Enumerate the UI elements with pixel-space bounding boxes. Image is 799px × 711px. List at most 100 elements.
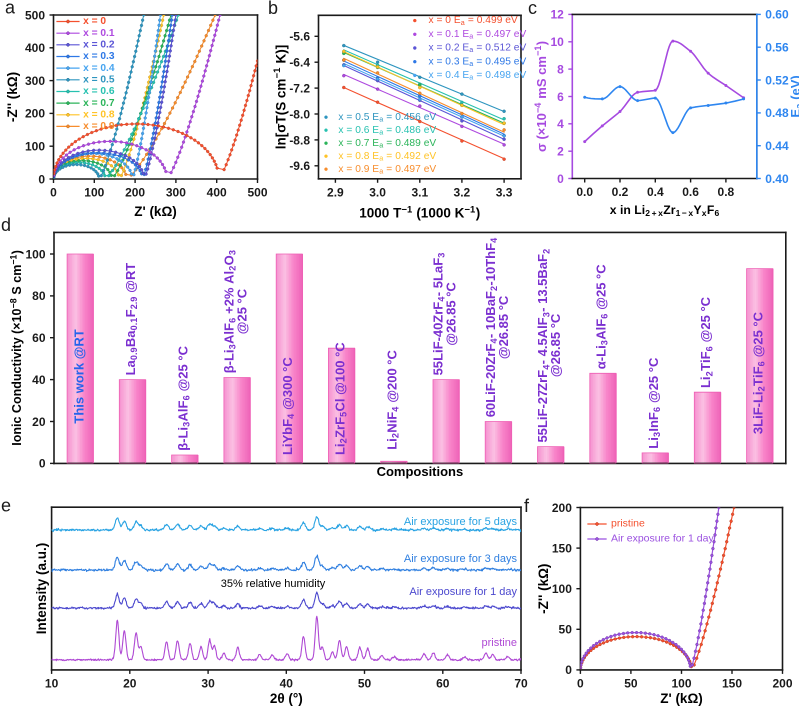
svg-text:@26.85 °C: @26.85 °C <box>548 313 563 377</box>
svg-text:0.44: 0.44 <box>765 139 789 153</box>
svg-text:x = 0.1: x = 0.1 <box>83 28 115 39</box>
svg-text:-Z'' (kΩ): -Z'' (kΩ) <box>536 564 551 614</box>
svg-text:LiZrFCl@100°C25: LiZrFCl@100°C25 <box>332 342 348 455</box>
svg-text:Air exposure for 1 day: Air exposure for 1 day <box>409 586 517 598</box>
svg-text:pristine: pristine <box>482 637 517 649</box>
svg-text:400: 400 <box>25 41 45 55</box>
svg-text:300: 300 <box>166 186 186 200</box>
svg-text:150: 150 <box>552 541 572 555</box>
svg-text:4: 4 <box>557 117 564 131</box>
svg-text:-5.6: -5.6 <box>289 30 310 44</box>
svg-text:σ(×10mScm)−4−1: σ(×10mScm)−4−1 <box>533 41 549 152</box>
svg-text:30: 30 <box>201 677 215 691</box>
svg-text:E(eV)a: E(eV)a <box>788 75 799 117</box>
svg-text:200: 200 <box>772 677 792 691</box>
svg-text:LiInF@25°C36: LiInF@25°C36 <box>646 357 662 449</box>
svg-text:3.3: 3.3 <box>496 186 513 200</box>
svg-text:c: c <box>528 0 537 18</box>
svg-text:60: 60 <box>32 331 46 345</box>
svg-text:0.8: 0.8 <box>718 185 735 199</box>
svg-text:0: 0 <box>39 457 46 471</box>
svg-text:-8.8: -8.8 <box>289 133 310 147</box>
svg-text:LiTiF@25°C26: LiTiF@25°C26 <box>698 296 714 388</box>
svg-text:2: 2 <box>557 145 564 159</box>
svg-text:200: 200 <box>552 501 572 515</box>
svg-text:ln[σT(ScmK)]−1: ln[σT(ScmK)]−1 <box>272 45 288 150</box>
svg-text:LiNiF@200°C24: LiNiF@200°C24 <box>385 350 401 450</box>
svg-text:80: 80 <box>32 289 46 303</box>
svg-text:10: 10 <box>550 35 564 49</box>
svg-text:3.1: 3.1 <box>411 186 428 200</box>
svg-text:d: d <box>1 215 11 235</box>
svg-text:2θ (°): 2θ (°) <box>270 691 303 706</box>
svg-text:Air exposure for 5 days: Air exposure for 5 days <box>404 516 518 528</box>
svg-text:100: 100 <box>25 140 45 154</box>
svg-text:Intensity (a.u.): Intensity (a.u.) <box>34 543 49 635</box>
svg-text:50: 50 <box>358 677 372 691</box>
svg-text:0.52: 0.52 <box>765 73 789 87</box>
svg-text:35% relative humidity: 35% relative humidity <box>221 578 326 590</box>
svg-text:20: 20 <box>123 677 137 691</box>
svg-text:0: 0 <box>565 663 572 677</box>
svg-text:Air exposure for 3 days: Air exposure for 3 days <box>404 553 518 565</box>
svg-text:12: 12 <box>550 8 564 22</box>
svg-text:b: b <box>268 0 278 18</box>
svg-text:0: 0 <box>577 677 584 691</box>
svg-text:0.56: 0.56 <box>765 41 789 55</box>
svg-text:40: 40 <box>280 677 294 691</box>
svg-text:55LiF-27ZrF-4.5AlF-13.5BaF432: 55LiF-27ZrF-4.5AlF-13.5BaF432 <box>535 249 551 443</box>
svg-text:100: 100 <box>671 677 691 691</box>
svg-text:x = 0: x = 0 <box>83 16 106 27</box>
svg-text:pristine: pristine <box>611 518 645 530</box>
svg-text:100: 100 <box>84 186 104 200</box>
svg-text:200: 200 <box>25 107 45 121</box>
svg-text:Z' (kΩ): Z' (kΩ) <box>134 204 177 219</box>
svg-text:x = 0.3: x = 0.3 <box>83 51 115 62</box>
svg-text:70: 70 <box>514 677 528 691</box>
svg-text:x = 0.6: x = 0.6 <box>83 86 115 97</box>
svg-text:20: 20 <box>32 415 46 429</box>
svg-text:500: 500 <box>247 186 267 200</box>
svg-text:2.9: 2.9 <box>327 186 344 200</box>
svg-text:@25 °C: @25 °C <box>235 288 250 334</box>
svg-text:6: 6 <box>557 90 564 104</box>
svg-text:-Z'' (kΩ): -Z'' (kΩ) <box>5 72 20 122</box>
svg-text:@26.85 °C: @26.85 °C <box>496 295 511 359</box>
svg-text:0: 0 <box>50 186 57 200</box>
svg-text:x = 0.7: x = 0.7 <box>83 98 115 109</box>
svg-text:x = 0.4: x = 0.4 <box>83 63 115 74</box>
svg-text:100: 100 <box>25 247 45 261</box>
svg-text:50: 50 <box>559 623 573 637</box>
svg-text:200: 200 <box>125 186 145 200</box>
svg-text:Z' (kΩ): Z' (kΩ) <box>660 691 703 706</box>
svg-text:3.2: 3.2 <box>454 186 471 200</box>
svg-text:0.4: 0.4 <box>647 185 664 199</box>
svg-text:-8.0: -8.0 <box>289 107 310 121</box>
svg-text:LaBaF@RT0.90.12.9: LaBaF@RT0.90.12.9 <box>123 263 139 376</box>
svg-text:150: 150 <box>722 677 742 691</box>
svg-text:x = 0.2: x = 0.2 <box>83 40 115 51</box>
svg-text:0.0: 0.0 <box>576 185 593 199</box>
svg-text:β-LiAlF@25°C36: β-LiAlF@25°C36 <box>176 345 192 450</box>
svg-text:LiYbF@300°C4: LiYbF@300°C4 <box>280 357 296 455</box>
svg-text:-9.6: -9.6 <box>289 159 310 173</box>
svg-text:100: 100 <box>552 582 572 596</box>
svg-text:x = 0.5: x = 0.5 <box>83 74 115 85</box>
svg-text:300: 300 <box>25 74 45 88</box>
svg-text:α-LiAlF@25°C36: α-LiAlF@25°C36 <box>594 264 610 369</box>
svg-text:@26.85 °C: @26.85 °C <box>444 282 459 346</box>
svg-text:-7.2: -7.2 <box>289 82 310 96</box>
svg-text:e: e <box>1 496 11 516</box>
svg-text:f: f <box>524 496 530 516</box>
svg-text:β-LiAlF+2%AlO3623: β-LiAlF+2%AlO3623 <box>222 250 238 373</box>
svg-text:This work @RT: This work @RT <box>72 329 87 423</box>
